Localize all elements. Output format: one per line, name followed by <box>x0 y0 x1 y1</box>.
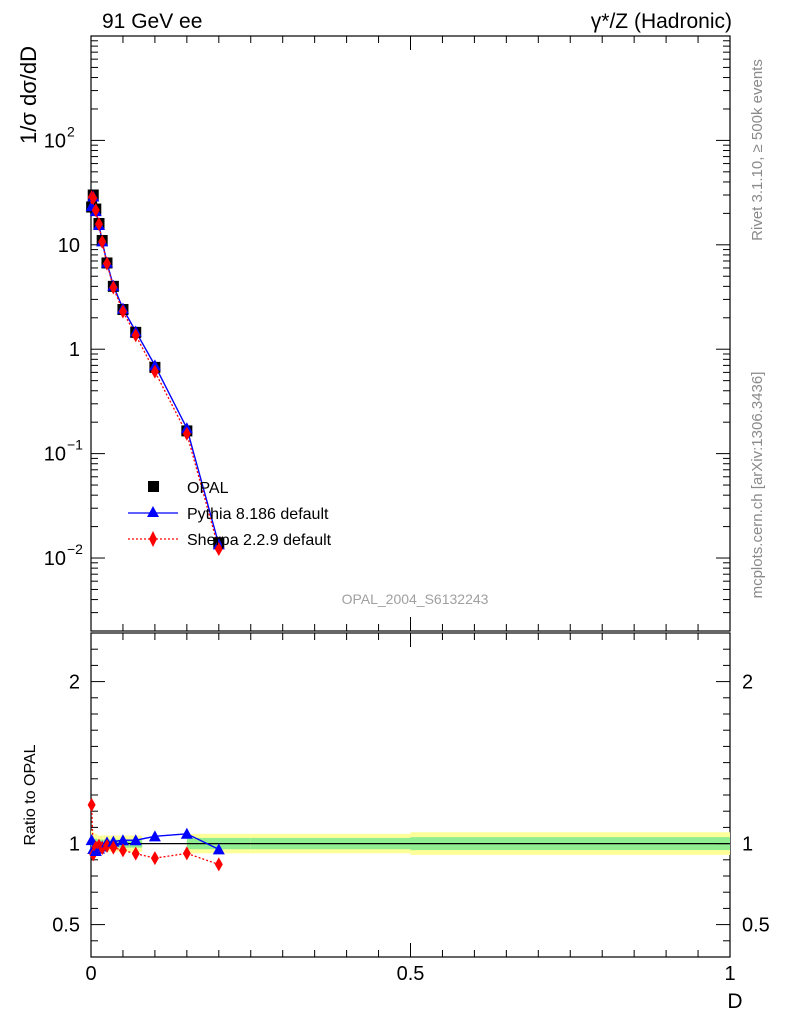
process-label: γ*/Z (Hadronic) <box>591 10 732 33</box>
ratio-y-tick-label-left: 1 <box>69 834 80 856</box>
main-y-tick-label: 10 <box>44 548 66 570</box>
x-tick-label: 1 <box>724 963 735 985</box>
pythia-ratio-point <box>129 834 142 846</box>
sherpa-ratio-point <box>131 846 140 861</box>
main-y-tick-exponent: −2 <box>67 541 83 557</box>
sherpa-ratio-point <box>182 846 191 861</box>
ratio-y-tick-label-left: 2 <box>69 672 80 694</box>
sherpa-point <box>102 256 111 271</box>
x-tick-label: 0.5 <box>397 963 425 985</box>
ratio-y-tick-label-right: 0.5 <box>742 915 770 937</box>
main-y-tick-label: 10 <box>58 235 80 257</box>
main-y-axis-title: 1/σ dσ/dD <box>16 46 41 144</box>
ratio-y-tick-label-right: 1 <box>742 834 753 856</box>
legend-marker-pythia <box>147 506 159 517</box>
legend-label-opal: OPAL <box>187 480 229 497</box>
sherpa-point <box>182 426 191 441</box>
legend: OPAL Pythia 8.186 default Sherpa 2.2.9 d… <box>128 480 332 549</box>
main-y-tick-exponent: −1 <box>67 437 83 453</box>
legend-marker-opal <box>148 481 159 492</box>
pythia-ratio-point <box>148 830 161 842</box>
rivet-version-label: Rivet 3.1.10, ≥ 500k events <box>749 59 766 241</box>
main-y-tick-exponent: 2 <box>67 123 75 139</box>
x-axis-title: D <box>727 990 742 1013</box>
data-series <box>85 189 225 557</box>
pythia-ratio-point <box>116 834 129 846</box>
sherpa-ratio-point <box>109 840 118 855</box>
main-y-tick-label: 1 <box>69 339 80 361</box>
ratio-plot-frame <box>90 632 731 958</box>
ratio-series <box>85 797 225 872</box>
sherpa-point <box>150 364 159 379</box>
pythia-ratio-point <box>212 843 225 855</box>
main-y-tick-label: 10 <box>44 444 66 466</box>
sherpa-ratio-point <box>118 843 127 858</box>
sherpa-point <box>89 191 98 206</box>
sherpa-point <box>91 203 100 218</box>
legend-label-sherpa: Sherpa 2.2.9 default <box>187 532 332 549</box>
sherpa-ratio-point <box>87 797 96 812</box>
sherpa-point <box>214 542 223 557</box>
x-tick-label: 0 <box>85 963 96 985</box>
sherpa-ratio-point <box>214 857 223 872</box>
main-y-tick-label: 10 <box>44 130 66 152</box>
sherpa-ratio-point <box>102 839 111 854</box>
ratio-y-axis-title: Ratio to OPAL <box>22 744 39 845</box>
mcplots-reference-label: mcplots.cern.ch [arXiv:1306.3436] <box>749 372 766 599</box>
ratio-y-tick-label-right: 2 <box>742 672 753 694</box>
sherpa-point <box>131 328 140 343</box>
legend-marker-sherpa <box>149 531 157 547</box>
sherpa-point <box>94 217 103 232</box>
legend-label-pythia: Pythia 8.186 default <box>187 506 329 523</box>
pythia-ratio-point <box>180 827 193 839</box>
sherpa-point <box>109 280 118 295</box>
ratio-y-tick-label-left: 0.5 <box>52 915 80 937</box>
energy-label: 91 GeV ee <box>102 10 202 33</box>
sherpa-ratio-point <box>150 851 159 866</box>
analysis-watermark: OPAL_2004_S6132243 <box>342 591 489 607</box>
sherpa-point <box>98 234 107 249</box>
sherpa-point <box>118 304 127 319</box>
sherpa-line <box>91 196 220 550</box>
